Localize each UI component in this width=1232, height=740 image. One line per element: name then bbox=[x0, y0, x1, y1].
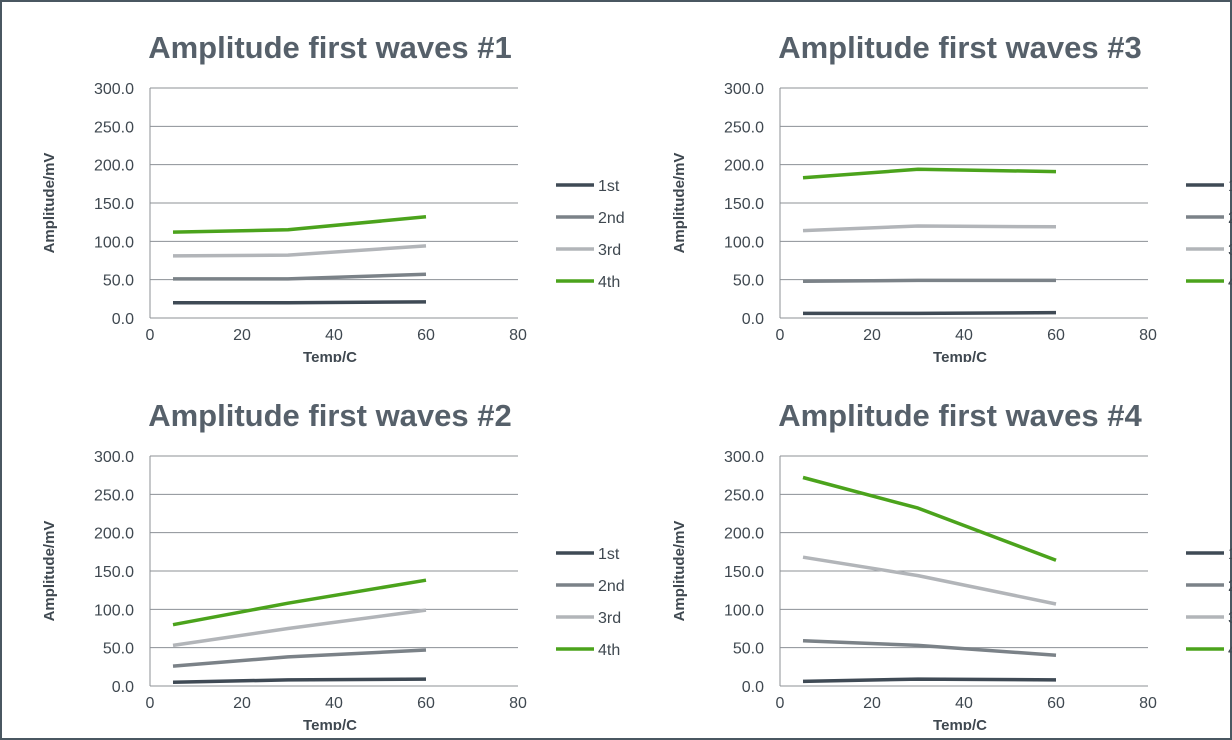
chart-title: Amplitude first waves #4 bbox=[778, 398, 1142, 433]
x-tick-label: 60 bbox=[1047, 327, 1065, 344]
legend-label-3rd: 3rd bbox=[1228, 242, 1232, 259]
y-tick-label: 50.0 bbox=[733, 273, 764, 290]
legend-label-4th: 4th bbox=[598, 642, 620, 659]
y-tick-label: 100.0 bbox=[724, 602, 764, 619]
y-tick-label: 200.0 bbox=[94, 158, 134, 175]
series-line-4th bbox=[172, 578, 427, 627]
y-tick-label: 100.0 bbox=[94, 234, 134, 251]
legend-label-4th: 4th bbox=[1228, 274, 1232, 291]
legend-label-2nd: 2nd bbox=[1228, 210, 1232, 227]
legend-label-2nd: 2nd bbox=[1228, 578, 1232, 595]
series-line-2nd bbox=[173, 272, 427, 281]
x-tick-label: 0 bbox=[146, 327, 155, 344]
y-tick-label: 300.0 bbox=[724, 449, 764, 466]
legend-label-4th: 4th bbox=[1228, 642, 1232, 659]
y-axis-title: Amplitude/mV bbox=[41, 521, 58, 622]
y-tick-label: 200.0 bbox=[724, 526, 764, 543]
legend-label-2nd: 2nd bbox=[598, 210, 625, 227]
chart-panel-3: Amplitude first waves #2 0.0 50.0 100.0 150.… bbox=[41, 398, 625, 730]
y-tick-label: 300.0 bbox=[94, 449, 134, 466]
chart-panel-4: Amplitude first waves #4 0.0 50.0 100.0 150.… bbox=[671, 398, 1232, 730]
x-tick-label: 0 bbox=[146, 695, 155, 712]
y-axis-title: Amplitude/mV bbox=[41, 153, 58, 254]
x-tick-label: 80 bbox=[509, 327, 527, 344]
series-line-2nd bbox=[172, 648, 427, 668]
x-tick-label: 20 bbox=[233, 695, 251, 712]
x-tick-label: 60 bbox=[417, 695, 435, 712]
y-tick-label: 300.0 bbox=[724, 81, 764, 98]
legend-label-3rd: 3rd bbox=[598, 610, 621, 627]
legend-label-3rd: 3rd bbox=[1228, 610, 1232, 627]
y-tick-label: 200.0 bbox=[94, 526, 134, 543]
x-tick-label: 20 bbox=[233, 327, 251, 344]
x-axis-title: Temp/C bbox=[933, 717, 987, 730]
y-axis-title: Amplitude/mV bbox=[671, 153, 688, 254]
series-line-2nd bbox=[802, 278, 1056, 283]
series-line-1st bbox=[172, 677, 427, 684]
chart-title: Amplitude first waves #1 bbox=[148, 30, 512, 65]
y-tick-label: 150.0 bbox=[724, 196, 764, 213]
y-tick-label: 200.0 bbox=[724, 158, 764, 175]
series-line-1st bbox=[173, 300, 427, 305]
x-tick-label: 80 bbox=[1139, 695, 1157, 712]
y-tick-label: 150.0 bbox=[94, 196, 134, 213]
series-line-3rd bbox=[802, 224, 1057, 233]
x-tick-label: 40 bbox=[955, 695, 973, 712]
y-tick-label: 100.0 bbox=[724, 234, 764, 251]
x-axis-title: Temp/C bbox=[303, 717, 357, 730]
legend-label-1st: 1st bbox=[1228, 178, 1232, 195]
series-line-1st bbox=[803, 310, 1057, 316]
y-tick-label: 250.0 bbox=[724, 119, 764, 136]
chart-panel-1: Amplitude first waves #1 0.0 50.0 100.0 150.… bbox=[41, 30, 625, 362]
y-tick-label: 150.0 bbox=[724, 564, 764, 581]
x-tick-label: 80 bbox=[1139, 327, 1157, 344]
y-tick-label: 250.0 bbox=[94, 487, 134, 504]
series-line-3rd bbox=[172, 244, 427, 258]
series-line-1st bbox=[802, 677, 1057, 684]
chart-title: Amplitude first waves #2 bbox=[148, 398, 512, 433]
y-tick-label: 250.0 bbox=[724, 487, 764, 504]
x-axis-title: Temp/C bbox=[933, 349, 987, 362]
x-tick-label: 80 bbox=[509, 695, 527, 712]
legend-label-1st: 1st bbox=[598, 546, 620, 563]
x-tick-label: 40 bbox=[325, 695, 343, 712]
legend-label-2nd: 2nd bbox=[598, 578, 625, 595]
x-tick-label: 20 bbox=[863, 327, 881, 344]
legend-label-1st: 1st bbox=[598, 178, 620, 195]
y-tick-label: 150.0 bbox=[94, 564, 134, 581]
chart-title: Amplitude first waves #3 bbox=[778, 30, 1142, 65]
chart-panel-2: Amplitude first waves #3 0.0 50.0 100.0 150.… bbox=[671, 30, 1232, 362]
series-line-3rd bbox=[172, 608, 427, 648]
x-tick-label: 60 bbox=[417, 327, 435, 344]
x-tick-label: 20 bbox=[863, 695, 881, 712]
legend-label-3rd: 3rd bbox=[598, 242, 621, 259]
y-tick-label: 0.0 bbox=[742, 679, 764, 696]
x-tick-label: 0 bbox=[776, 695, 785, 712]
x-tick-label: 40 bbox=[955, 327, 973, 344]
y-tick-label: 300.0 bbox=[94, 81, 134, 98]
y-tick-label: 0.0 bbox=[112, 311, 134, 328]
y-tick-label: 0.0 bbox=[112, 679, 134, 696]
series-line-2nd bbox=[802, 639, 1057, 658]
series-line-4th bbox=[802, 167, 1057, 180]
series-line-3rd bbox=[802, 555, 1057, 606]
y-tick-label: 250.0 bbox=[94, 119, 134, 136]
legend-label-4th: 4th bbox=[598, 274, 620, 291]
y-tick-label: 0.0 bbox=[742, 311, 764, 328]
x-tick-label: 0 bbox=[776, 327, 785, 344]
y-tick-label: 50.0 bbox=[103, 641, 134, 658]
series-line-4th bbox=[172, 215, 427, 234]
y-tick-label: 50.0 bbox=[733, 641, 764, 658]
x-tick-label: 40 bbox=[325, 327, 343, 344]
y-axis-title: Amplitude/mV bbox=[671, 521, 688, 622]
series-line-4th bbox=[802, 475, 1057, 562]
legend-label-1st: 1st bbox=[1228, 546, 1232, 563]
y-tick-label: 100.0 bbox=[94, 602, 134, 619]
x-tick-label: 60 bbox=[1047, 695, 1065, 712]
x-axis-title: Temp/C bbox=[303, 349, 357, 362]
y-tick-label: 50.0 bbox=[103, 273, 134, 290]
